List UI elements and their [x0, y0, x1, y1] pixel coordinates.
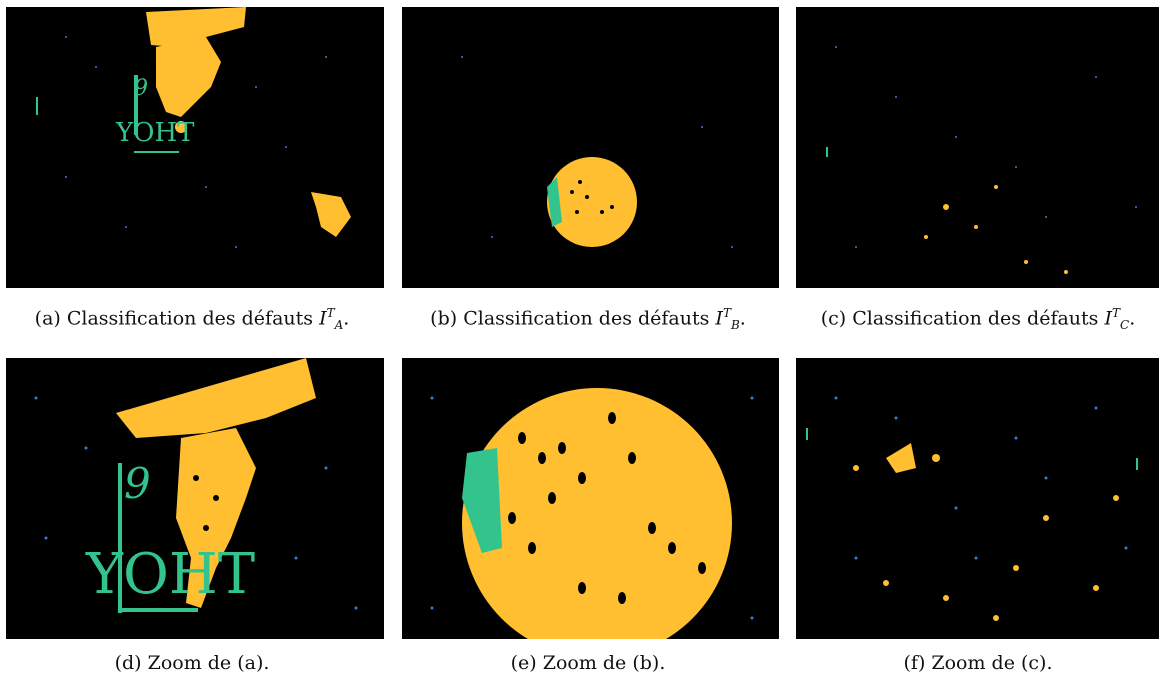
nine-text-small: 9: [134, 76, 148, 101]
figure-a-image: YOHT 9: [6, 7, 384, 288]
figure-e-image: [402, 358, 779, 639]
defect-map-f: [806, 396, 1138, 621]
defect-map-a: YOHT 9: [36, 7, 351, 248]
figure-c-image: [796, 7, 1159, 288]
caption-f: (f) Zoom de (c).: [903, 652, 1053, 674]
caption-b: (b) Classification des défauts ITB.: [430, 306, 746, 333]
caption-c: (c) Classification des défauts ITC.: [820, 306, 1136, 333]
defect-map-c: [826, 46, 1137, 274]
caption-a: (a) Classification des défauts ITA.: [34, 306, 350, 333]
yoht-text-small: YOHT: [115, 118, 195, 148]
yoht-text-large: YOHT: [85, 542, 255, 607]
figure-b-image: [402, 7, 779, 288]
nine-text-large: 9: [124, 459, 151, 508]
caption-e: (e) Zoom de (b).: [510, 652, 666, 674]
defect-map-d: 9 YOHT: [34, 358, 358, 613]
caption-d: (d) Zoom de (a).: [114, 652, 270, 674]
defect-map-b: [461, 56, 733, 248]
figure-d-image: 9 YOHT: [6, 358, 384, 639]
figure-f-image: [796, 358, 1159, 639]
defect-map-e: [430, 388, 754, 639]
